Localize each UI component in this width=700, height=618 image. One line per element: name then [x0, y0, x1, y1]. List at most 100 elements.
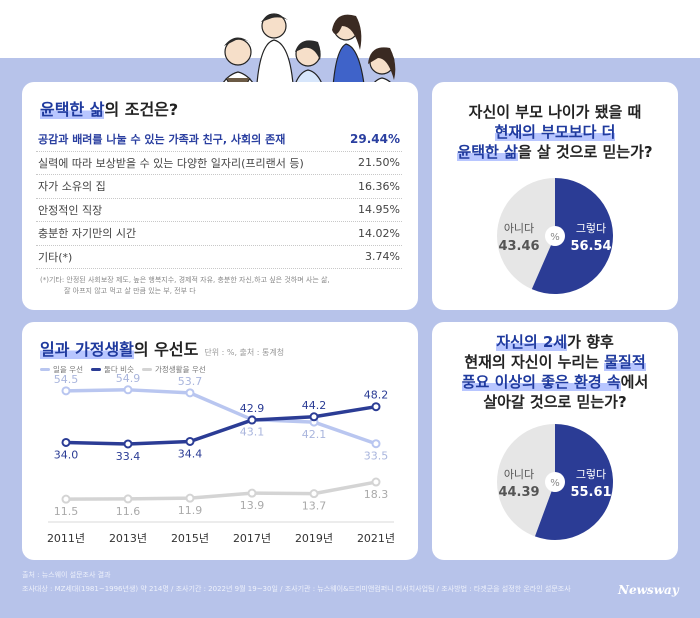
pie-center — [545, 472, 565, 492]
data-label-family: 13.7 — [302, 500, 327, 513]
data-label-work: 54.9 — [116, 372, 141, 385]
survey-row-pct: 21.50% — [358, 156, 400, 170]
data-label-both: 34.4 — [178, 447, 203, 460]
data-label-both: 33.4 — [116, 450, 141, 463]
chart-legend: 일을 우선 둘다 비슷 가정생활을 우선 — [40, 364, 206, 375]
legend-label: 가정생활을 우선 — [154, 365, 206, 374]
data-point-work — [371, 439, 381, 449]
data-label-both: 48.2 — [364, 389, 389, 402]
priority-title-wrap: 일과 가정생활의 우선도 단위 : %, 출처 : 통계청 — [40, 336, 284, 360]
survey-row: 기타(*) 3.74% — [36, 246, 402, 269]
pie-unit: % — [550, 232, 560, 243]
children-title-line2: 현재의 자신이 누리는 — [464, 353, 605, 371]
x-tick-label: 2019년 — [295, 532, 333, 545]
pie-yes-value: 56.54 — [570, 239, 611, 254]
parents-title-line2: 현재의 부모보다 더 — [494, 123, 616, 141]
children-title-line4: 살아갈 것으로 믿는가? — [483, 393, 627, 411]
legend-label: 일을 우선 — [53, 365, 83, 374]
legend-item-both: 둘다 비슷 — [90, 364, 134, 375]
priority-title: 일과 가정생활의 우선도 — [40, 336, 198, 360]
pie-no-label: 아니다 — [504, 468, 534, 481]
x-tick-label: 2011년 — [47, 532, 85, 545]
pie-yes-label: 그렇다 — [576, 468, 606, 481]
data-label-family: 18.3 — [364, 488, 389, 501]
survey-row-pct: 14.02% — [358, 226, 400, 240]
survey-row: 자가 소유의 집 16.36% — [36, 175, 402, 199]
children-pie-chart: % 그렇다 55.61 아니다 44.39 — [497, 424, 613, 540]
pie-no-value: 43.46 — [498, 239, 539, 254]
legend-marker — [90, 368, 101, 371]
priority-title-highlight: 일과 가정생활 — [40, 340, 134, 359]
survey-footnote: (*)기타: 안정된 사회보장 제도, 높은 행복지수, 경제적 자유, 충분한… — [40, 275, 400, 297]
children-title-line1-hl: 자신의 2세 — [496, 333, 568, 351]
data-point-both — [371, 402, 381, 412]
data-point-both — [309, 412, 319, 422]
data-point-family — [185, 493, 195, 503]
data-point-family — [309, 489, 319, 499]
pie-yes-value: 55.61 — [570, 485, 611, 500]
children-title-line2-hl: 물질적 — [604, 353, 646, 371]
survey-row: 실력에 따라 보상받을 수 있는 다양한 일자리(프리랜서 등) 21.50% — [36, 152, 402, 175]
data-label-work: 43.1 — [240, 426, 265, 439]
priority-unit: 단위 : %, 출처 : 통계청 — [204, 348, 285, 357]
x-tick-label: 2013년 — [109, 532, 147, 545]
legend-item-family: 가정생활을 우선 — [141, 364, 206, 375]
children-title-line3-hl: 풍요 이상의 좋은 환경 속 — [461, 373, 621, 391]
pie-slice-yes — [534, 424, 613, 540]
survey-row-pct: 16.36% — [358, 179, 400, 193]
data-point-family — [61, 494, 71, 504]
data-point-both — [123, 439, 133, 449]
data-point-work — [185, 388, 195, 398]
pie-no-value: 44.39 — [498, 485, 539, 500]
parents-title-line3-rest: 을 살 것으로 믿는가? — [517, 143, 653, 161]
data-label-family: 11.9 — [178, 504, 203, 517]
footer-source: 출처 : 뉴스웨이 설문조사 결과 — [22, 571, 111, 579]
data-point-work — [61, 386, 71, 396]
parents-title-line1: 자신이 부모 나이가 됐을 때 — [468, 103, 642, 121]
data-label-work: 42.1 — [302, 428, 327, 441]
pie-yes-label: 그렇다 — [576, 222, 606, 235]
data-label-work: 53.7 — [178, 375, 203, 388]
series-line-both — [65, 404, 377, 446]
data-label-work: 33.5 — [364, 450, 389, 463]
data-label-family: 13.9 — [240, 499, 265, 512]
survey-footnote-line1: (*)기타: 안정된 사회보장 제도, 높은 행복지수, 경제적 자유, 충분한… — [40, 276, 330, 284]
legend-label: 둘다 비슷 — [103, 365, 134, 374]
pie-unit: % — [550, 478, 560, 489]
survey-title-highlight: 윤택한 삶 — [40, 100, 105, 119]
parents-pie-title: 자신이 부모 나이가 됐을 때 현재의 부모보다 더 윤택한 삶을 살 것으로 … — [432, 102, 678, 162]
parents-title-line3-hl: 윤택한 삶 — [457, 143, 518, 161]
data-point-both — [61, 437, 71, 447]
survey-table: 공감과 배려를 나눌 수 있는 가족과 친구, 사회의 존재 29.44% 실력에… — [36, 128, 402, 269]
data-label-family: 11.6 — [116, 505, 141, 518]
data-point-both — [185, 436, 195, 446]
children-pie-title: 자신의 2세가 향후 현재의 자신이 누리는 물질적 풍요 이상의 좋은 환경 … — [432, 332, 678, 412]
data-label-both: 34.0 — [54, 448, 79, 461]
series-line-work — [65, 388, 377, 446]
footer-details: 조사대상 : MZ세대(1981~1996년생) 약 214명 / 조사기간 :… — [22, 585, 571, 593]
survey-row-pct: 29.44% — [350, 132, 400, 147]
data-point-family — [371, 477, 381, 487]
x-tick-label: 2017년 — [233, 532, 271, 545]
data-label-both: 44.2 — [302, 399, 327, 412]
survey-row: 안정적인 직장 14.95% — [36, 199, 402, 222]
data-label-work: 54.5 — [54, 373, 79, 386]
survey-row-label: 충분한 자기만의 시간 — [38, 227, 137, 241]
series-line-family — [65, 480, 377, 501]
legend-marker — [40, 368, 50, 371]
pie-no-label: 아니다 — [504, 222, 534, 235]
priority-chart-card: 54.5 54.9 53.7 43.1 42.1 33.5 34.0 33.4 34.4 42.9… — [22, 322, 418, 560]
survey-row: 공감과 배려를 나눌 수 있는 가족과 친구, 사회의 존재 29.44% — [36, 128, 402, 152]
children-pie-card: 자신의 2세가 향후 현재의 자신이 누리는 물질적 풍요 이상의 좋은 환경 … — [432, 322, 678, 560]
legend-item-work: 일을 우선 — [40, 364, 83, 375]
data-point-work — [123, 385, 133, 395]
survey-row-label: 자가 소유의 집 — [38, 180, 106, 194]
survey-footnote-line2: 잘 아프지 않고 먹고 살 만큼 있는 부, 전부 다 — [64, 287, 196, 295]
priority-line-chart: 54.5 54.9 53.7 43.1 42.1 33.5 34.0 33.4 34.4 42.9… — [47, 372, 395, 545]
children-title-line1-rest: 가 향후 — [567, 333, 614, 351]
data-point-family — [123, 494, 133, 504]
survey-title-rest: 의 조건은? — [104, 100, 179, 119]
survey-row-pct: 14.95% — [358, 203, 400, 217]
pie-center — [545, 226, 565, 246]
brand-logo: Newsway — [618, 583, 679, 597]
